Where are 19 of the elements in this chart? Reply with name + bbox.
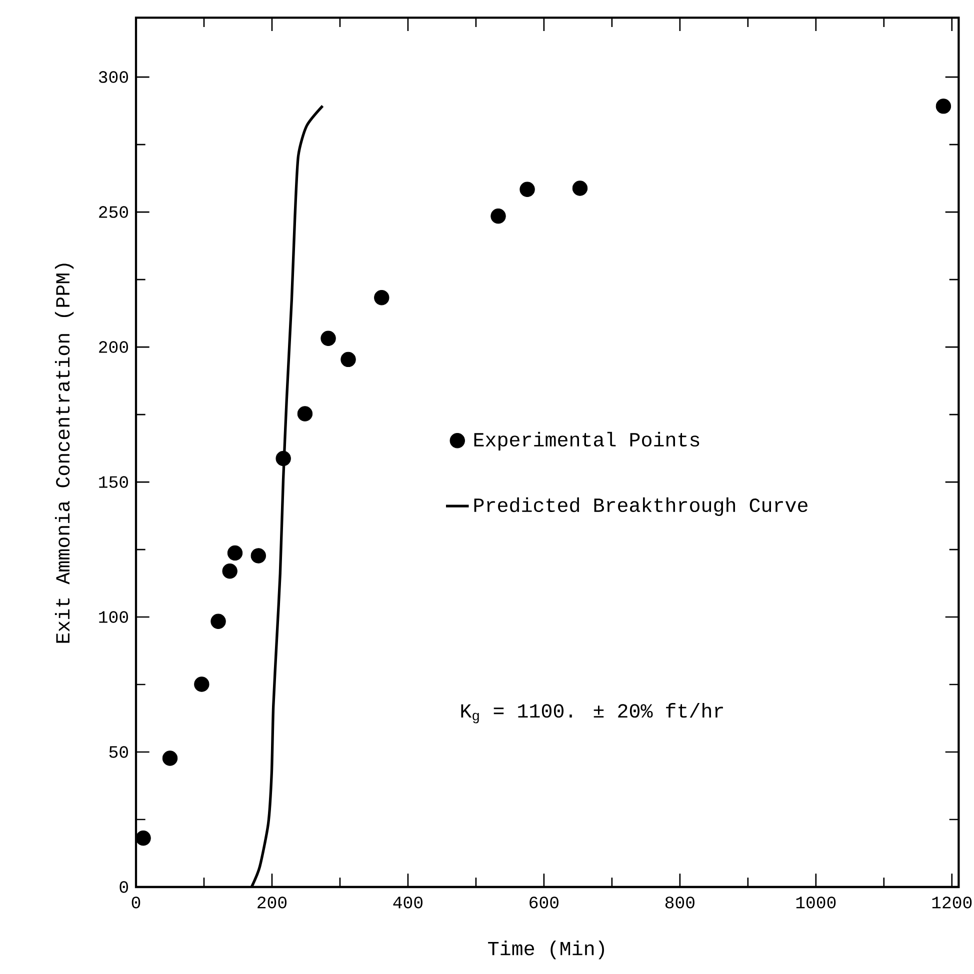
y-tick-label: 100 [99,611,128,623]
y-axis-title: Exit Ammonia Concentration (PPM) [54,264,74,643]
x-tick-label: 400 [393,896,422,908]
y-tick-label: 150 [99,476,128,488]
y-tick-label: 0 [120,881,128,893]
legend-label: Experimental Points [474,432,700,450]
y-tick-label: 250 [99,206,128,218]
annotation: K$_{g}$ = 1100. ± 20% ft/hr [461,703,723,724]
x-tick-label: 0 [132,896,140,908]
x-tick-label: 600 [530,896,558,908]
x-axis-title: Time (Min) [488,940,604,960]
y-tick-label: 300 [98,71,128,83]
x-tick-label: 200 [258,896,287,908]
x-tick-label: 1200 [932,896,972,908]
y-tick-label: 50 [109,746,128,758]
legend-label: Predicted Breakthrough Curve [474,497,808,516]
x-tick-label: 800 [665,896,694,908]
y-tick-label: 200 [99,341,128,353]
x-tick-label: 1000 [796,896,836,908]
